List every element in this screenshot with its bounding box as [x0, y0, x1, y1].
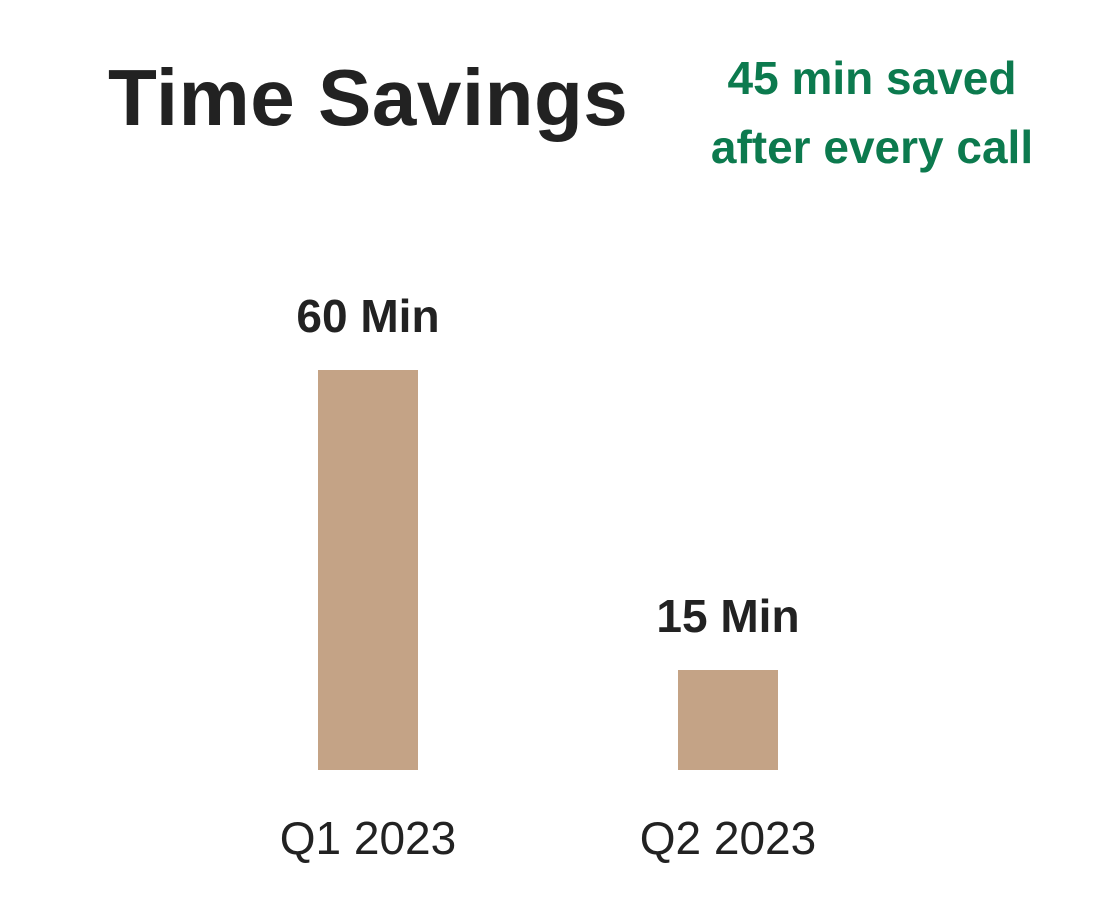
x-tick-label: Q1 2023 [280, 812, 456, 864]
callout-line-2: after every call [710, 121, 1034, 173]
chart-title: Time Savings [108, 53, 629, 142]
savings-callout: 45 min saved after every call [672, 44, 1072, 182]
bar-q2-2023 [678, 670, 778, 770]
bar-q1-2023 [318, 370, 418, 770]
data-label: 60 Min [296, 290, 439, 342]
data-label: 15 Min [656, 590, 799, 642]
callout-line-1: 45 min saved [727, 52, 1017, 104]
x-tick-label: Q2 2023 [640, 812, 816, 864]
